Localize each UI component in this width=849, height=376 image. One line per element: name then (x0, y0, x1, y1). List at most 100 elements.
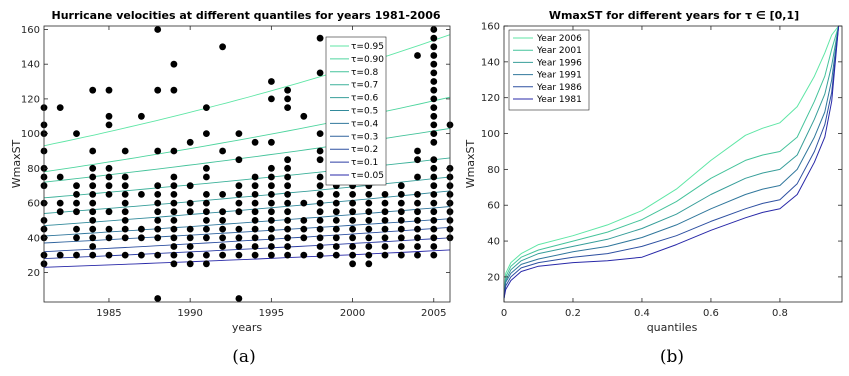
data-point (381, 243, 389, 250)
data-point (203, 191, 210, 198)
data-point (105, 225, 113, 233)
data-point (316, 147, 324, 155)
data-point (89, 225, 97, 233)
data-point (251, 199, 259, 207)
data-point (365, 199, 373, 207)
data-point (349, 234, 356, 242)
data-point (105, 191, 113, 198)
data-point (381, 234, 389, 242)
data-point (430, 164, 438, 172)
data-point (186, 234, 194, 242)
x-tick-label: 1990 (177, 308, 202, 319)
data-point (332, 191, 340, 198)
data-point (73, 182, 80, 190)
x-tick-label: 2005 (421, 308, 446, 319)
y-tick-label: 80 (487, 165, 500, 176)
data-point (430, 130, 438, 138)
data-point (381, 225, 389, 233)
year-line (503, 25, 840, 299)
data-point (170, 260, 178, 268)
data-point (219, 225, 227, 233)
data-point (219, 234, 227, 242)
data-point (316, 208, 324, 216)
data-point (414, 147, 421, 155)
data-point (203, 251, 210, 259)
data-point (235, 130, 243, 138)
data-point (105, 182, 113, 190)
data-point (397, 199, 405, 207)
data-point (73, 130, 80, 138)
data-point (154, 225, 162, 233)
data-point (235, 208, 243, 216)
data-point (105, 173, 113, 181)
quantile-line (43, 190, 451, 227)
data-point (154, 26, 162, 33)
panel-a-legend: τ=0.95 τ=0.90 τ=0.8 τ=0.7 τ=0.6 τ=0.5 τ=0.4 τ=0… (325, 36, 387, 186)
panel-a-title: Hurricane velocities at different quanti… (51, 9, 440, 22)
data-point (121, 251, 129, 259)
data-point (170, 86, 178, 94)
data-point (430, 199, 438, 207)
data-point (430, 173, 438, 181)
y-tick-label: 140 (21, 60, 40, 71)
panel-b-x-label: quantiles (647, 321, 698, 334)
data-point (251, 138, 259, 146)
data-point (268, 251, 275, 259)
data-point (251, 208, 259, 216)
data-point (105, 112, 113, 120)
data-point (430, 208, 438, 216)
x-tick-label: 2000 (340, 308, 365, 319)
data-point (300, 217, 308, 224)
data-point (316, 243, 324, 250)
data-point (203, 208, 210, 216)
data-point (170, 225, 178, 233)
data-point (170, 60, 178, 68)
legend-label: τ=0.5 (351, 107, 378, 117)
data-point (349, 217, 356, 224)
data-point (316, 234, 324, 242)
data-point (235, 295, 243, 302)
data-point (138, 191, 145, 198)
data-point (300, 251, 308, 259)
data-point (121, 234, 129, 242)
x-tick-label: 0.2 (565, 308, 581, 319)
data-point (170, 191, 178, 198)
legend-label: τ=0.95 (351, 42, 384, 52)
panel-a-x-label: years (232, 321, 263, 334)
data-point (430, 52, 438, 59)
data-point (414, 225, 421, 233)
data-point (284, 208, 291, 216)
panel-b-caption: (b) (660, 347, 684, 367)
data-point (121, 208, 129, 216)
data-point (154, 199, 162, 207)
data-point (89, 208, 97, 216)
data-point (300, 234, 308, 242)
data-point (268, 78, 275, 85)
panel-a: Hurricane velocities at different quanti… (10, 9, 454, 367)
data-point (332, 234, 340, 242)
data-point (284, 217, 291, 224)
data-point (154, 295, 162, 302)
panel-a-y-label: WmaxST (10, 139, 23, 188)
data-point (105, 208, 113, 216)
panel-b-legend: Year 2006 Year 2001 Year 1996 Year 1991 Year… (508, 29, 590, 111)
data-point (332, 251, 340, 259)
data-point (268, 191, 275, 198)
data-point (89, 217, 97, 224)
y-tick-label: 20 (487, 272, 500, 283)
data-point (219, 251, 227, 259)
data-point (73, 199, 80, 207)
year-line (503, 25, 839, 299)
data-point (203, 130, 210, 138)
x-tick-label: 0.8 (772, 308, 788, 319)
data-point (381, 217, 389, 224)
legend-label: τ=0.4 (351, 119, 379, 129)
panel-b-year-lines (503, 25, 840, 299)
data-point (73, 251, 80, 259)
panel-a-plot-area (44, 26, 450, 302)
data-point (170, 147, 178, 155)
data-point (268, 164, 275, 172)
data-point (430, 234, 438, 242)
data-point (284, 243, 291, 250)
data-point (268, 182, 275, 190)
